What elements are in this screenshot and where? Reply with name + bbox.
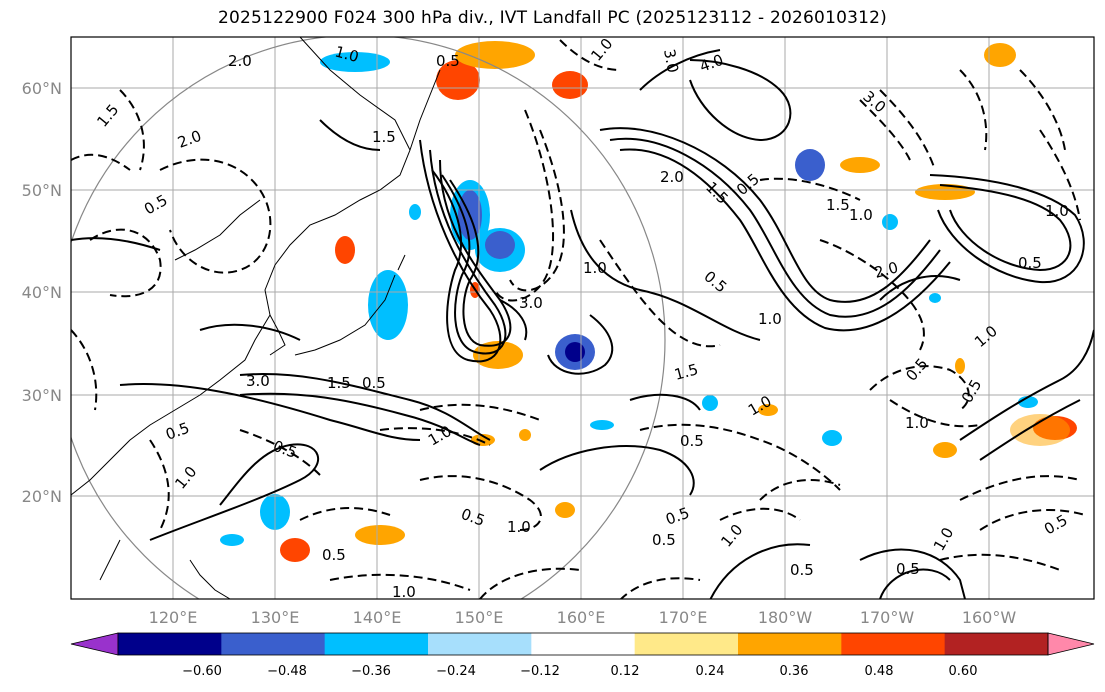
- contour-label: 1.0: [1045, 202, 1069, 220]
- contour-label: 2.0: [872, 258, 900, 282]
- longitude-axis: 120°E 130°E 140°E 150°E 160°E 170°E 180°…: [149, 608, 1017, 627]
- dashed-contours: [71, 39, 1086, 599]
- lat-tick-label: 60°N: [22, 79, 62, 98]
- colorbar-tick-label: 0.36: [780, 664, 809, 679]
- colorbar-tick-label: −0.36: [351, 664, 391, 679]
- contour-label: 0.5: [436, 52, 460, 70]
- contour-label: 1.0: [507, 518, 531, 536]
- colorbar-extend-high: [1047, 632, 1095, 656]
- contour-label: 0.5: [322, 546, 346, 564]
- lon-tick-label: 140°E: [353, 608, 402, 627]
- contour-label: 0.5: [1018, 254, 1042, 272]
- contour-label: 0.5: [790, 561, 814, 579]
- colorbar-segment: [428, 633, 532, 655]
- contour-label: 2.0: [228, 52, 252, 70]
- contour-label: 1.5: [672, 360, 700, 384]
- coastlines: [71, 37, 441, 599]
- lon-tick-label: 170°E: [659, 608, 708, 627]
- map-frame: [70, 36, 1095, 600]
- colorbar-tick-label: 0.48: [865, 664, 894, 679]
- lon-tick-label: 170°W: [860, 608, 915, 627]
- lon-tick-label: 150°E: [455, 608, 504, 627]
- colorbar-segment: [118, 633, 222, 655]
- colorbar-segment: [634, 633, 739, 655]
- contour-label: 1.0: [849, 206, 873, 224]
- colorbar-tick-label: 0.12: [611, 664, 640, 679]
- colorbar-border: [117, 632, 1049, 656]
- range-circle: [71, 37, 666, 599]
- colorbar-tick-label: −0.60: [182, 664, 222, 679]
- contour-label: 0.5: [652, 531, 676, 549]
- colorbar-labels: −0.60 −0.48 −0.36 −0.24 −0.12 0.12 0.24 …: [182, 664, 977, 679]
- colorbar-tick-label: 0.24: [696, 664, 725, 679]
- contour-label: 1.0: [905, 414, 929, 432]
- contour-label: 0.5: [896, 560, 920, 578]
- contour-label: 1.5: [372, 128, 396, 146]
- colorbar-segment: [944, 633, 1049, 655]
- contour-label: 2.0: [660, 168, 684, 186]
- colorbar-segment: [221, 633, 326, 655]
- contour-label: 1.0: [758, 310, 782, 328]
- contour-label: 0.5: [362, 374, 386, 392]
- solid-contours: [71, 49, 1094, 599]
- colorbar-tick-label: −0.24: [436, 664, 476, 679]
- colorbar-tick-label: −0.12: [520, 664, 560, 679]
- colorbar-tick-label: −0.48: [267, 664, 307, 679]
- lat-tick-label: 40°N: [22, 283, 62, 302]
- lon-tick-label: 130°E: [251, 608, 300, 627]
- lat-tick-label: 30°N: [22, 386, 62, 405]
- colorbar-segment: [531, 633, 636, 655]
- contour-label: 1.0: [583, 259, 607, 277]
- lat-tick-label: 50°N: [22, 181, 62, 200]
- contour-label: 1.0: [392, 583, 416, 601]
- colorbar-tick-label: 0.60: [949, 664, 978, 679]
- colorbar-extend-low: [70, 632, 119, 656]
- lon-tick-label: 120°E: [149, 608, 198, 627]
- contour-label: 1.0: [333, 42, 361, 66]
- contour-label: 3.0: [519, 294, 543, 312]
- lon-tick-label: 160°W: [962, 608, 1017, 627]
- plot-title: 2025122900 F024 300 hPa div., IVT Landfa…: [218, 8, 887, 28]
- map-area: [71, 37, 1094, 599]
- contour-labels: 2.0 1.5 2.0 0.5 1.0 0.5 1.5 3.0 1.0 4.0 …: [93, 35, 1070, 601]
- colorbar-segment: [324, 633, 429, 655]
- contour-label: 0.5: [680, 432, 704, 450]
- colorbar: [70, 632, 1095, 656]
- lon-tick-label: 180°W: [758, 608, 813, 627]
- lon-tick-label: 160°E: [557, 608, 606, 627]
- contour-label: 1.5: [826, 196, 850, 214]
- colorbar-segment: [738, 633, 842, 655]
- lat-tick-label: 20°N: [22, 487, 62, 506]
- latitude-axis: 60°N 50°N 40°N 30°N 20°N: [22, 79, 62, 506]
- contour-label: 3.0: [246, 372, 270, 390]
- colorbar-segment: [841, 633, 946, 655]
- contour-label: 3.0: [660, 48, 682, 75]
- contour-label: 1.5: [327, 374, 351, 392]
